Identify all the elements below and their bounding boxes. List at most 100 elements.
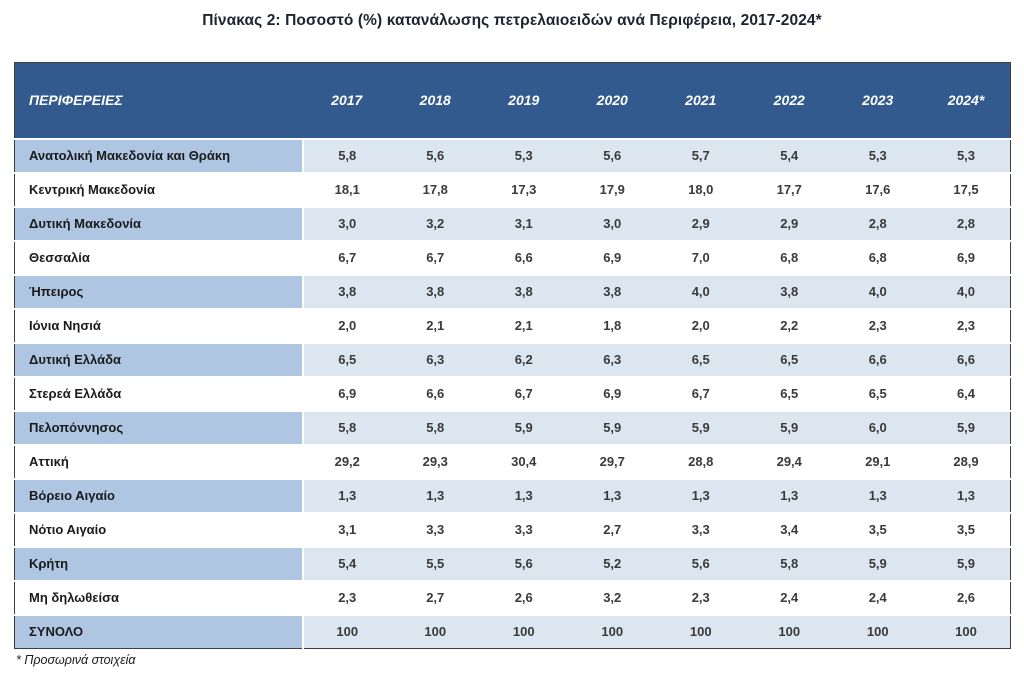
value-cell: 6,2 bbox=[479, 341, 568, 377]
region-cell: Θεσσαλία bbox=[14, 239, 304, 275]
region-cell: Στερεά Ελλάδα bbox=[14, 375, 304, 411]
table-body: Ανατολική Μακεδονία και Θράκη 5,8 5,6 5,3 5,… bbox=[14, 137, 1011, 649]
value-cell: 29,3 bbox=[391, 443, 480, 479]
value-cell: 3,2 bbox=[391, 205, 480, 241]
value-cell: 100 bbox=[302, 613, 391, 649]
value-cell: 6,5 bbox=[833, 375, 922, 411]
header-year-2022: 2022 bbox=[745, 62, 834, 139]
value-cell: 6,9 bbox=[302, 375, 391, 411]
value-cell: 2,0 bbox=[302, 307, 391, 343]
header-year-2018: 2018 bbox=[391, 62, 480, 139]
value-cell: 5,6 bbox=[568, 137, 657, 173]
value-cell: 3,8 bbox=[391, 273, 480, 309]
value-cell: 2,3 bbox=[656, 579, 745, 615]
header-row: ΠΕΡΙΦΕΡΕΙΕΣ 2017 2018 2019 2020 2021 202… bbox=[14, 62, 1011, 139]
table-row: Μη δηλωθείσα 2,3 2,7 2,6 3,2 2,3 2,4 2,4 2,6 bbox=[14, 579, 1011, 615]
header-year-2019: 2019 bbox=[479, 62, 568, 139]
value-cell: 2,3 bbox=[922, 307, 1011, 343]
value-cell: 4,0 bbox=[833, 273, 922, 309]
value-cell: 6,3 bbox=[568, 341, 657, 377]
value-cell: 1,3 bbox=[656, 477, 745, 513]
table-row: Κεντρική Μακεδονία 18,1 17,8 17,3 17,9 18,0 17… bbox=[14, 171, 1011, 207]
region-cell: Κρήτη bbox=[14, 545, 304, 581]
table-row: Θεσσαλία 6,7 6,7 6,6 6,9 7,0 6,8 6,8 6,9 bbox=[14, 239, 1011, 275]
table-row: Αττική 29,2 29,3 30,4 29,7 28,8 29,4 29,1 28,9 bbox=[14, 443, 1011, 479]
header-regions-label: ΠΕΡΙΦΕΡΕΙΕΣ bbox=[14, 62, 303, 139]
value-cell: 3,0 bbox=[302, 205, 391, 241]
value-cell: 5,9 bbox=[479, 409, 568, 445]
value-cell: 5,9 bbox=[833, 545, 922, 581]
value-cell: 100 bbox=[922, 613, 1011, 649]
value-cell: 29,1 bbox=[833, 443, 922, 479]
value-cell: 2,8 bbox=[833, 205, 922, 241]
value-cell: 100 bbox=[745, 613, 834, 649]
header-year-2023: 2023 bbox=[833, 62, 922, 139]
table-row: Ανατολική Μακεδονία και Θράκη 5,8 5,6 5,3 5,… bbox=[14, 137, 1011, 173]
table-row: Ήπειρος 3,8 3,8 3,8 3,8 4,0 3,8 4,0 4,0 bbox=[14, 273, 1011, 309]
consumption-table: ΠΕΡΙΦΕΡΕΙΕΣ 2017 2018 2019 2020 2021 202… bbox=[14, 62, 1011, 649]
value-cell: 2,3 bbox=[833, 307, 922, 343]
value-cell: 100 bbox=[479, 613, 568, 649]
value-cell: 1,3 bbox=[922, 477, 1011, 513]
value-cell: 6,6 bbox=[833, 341, 922, 377]
value-cell: 100 bbox=[568, 613, 657, 649]
value-cell: 6,5 bbox=[302, 341, 391, 377]
value-cell: 18,1 bbox=[302, 171, 391, 207]
value-cell: 5,9 bbox=[568, 409, 657, 445]
value-cell: 1,3 bbox=[833, 477, 922, 513]
region-cell: Ιόνια Νησιά bbox=[14, 307, 304, 343]
value-cell: 5,3 bbox=[479, 137, 568, 173]
region-cell: Αττική bbox=[14, 443, 304, 479]
value-cell: 6,5 bbox=[745, 375, 834, 411]
value-cell: 2,4 bbox=[833, 579, 922, 615]
value-cell: 6,8 bbox=[833, 239, 922, 275]
value-cell: 3,0 bbox=[568, 205, 657, 241]
value-cell: 6,6 bbox=[922, 341, 1011, 377]
value-cell: 2,9 bbox=[745, 205, 834, 241]
value-cell: 3,8 bbox=[745, 273, 834, 309]
value-cell: 5,9 bbox=[922, 545, 1011, 581]
table-row: Νότιο Αιγαίο 3,1 3,3 3,3 2,7 3,3 3,4 3,5 3,5 bbox=[14, 511, 1011, 547]
value-cell: 2,3 bbox=[302, 579, 391, 615]
value-cell: 6,7 bbox=[391, 239, 480, 275]
value-cell: 6,0 bbox=[833, 409, 922, 445]
value-cell: 5,8 bbox=[745, 545, 834, 581]
value-cell: 5,8 bbox=[391, 409, 480, 445]
value-cell: 6,6 bbox=[479, 239, 568, 275]
header-year-2024: 2024* bbox=[922, 62, 1011, 139]
value-cell: 2,1 bbox=[479, 307, 568, 343]
value-cell: 17,8 bbox=[391, 171, 480, 207]
value-cell: 29,2 bbox=[302, 443, 391, 479]
table-row: Πελοπόννησος 5,8 5,8 5,9 5,9 5,9 5,9 6,0 5,9 bbox=[14, 409, 1011, 445]
region-cell: Δυτική Μακεδονία bbox=[14, 205, 304, 241]
value-cell: 29,4 bbox=[745, 443, 834, 479]
value-cell: 28,9 bbox=[922, 443, 1011, 479]
table-row: Ιόνια Νησιά 2,0 2,1 2,1 1,8 2,0 2,2 2,3 2,3 bbox=[14, 307, 1011, 343]
value-cell: 4,0 bbox=[922, 273, 1011, 309]
value-cell: 1,3 bbox=[302, 477, 391, 513]
value-cell: 3,8 bbox=[479, 273, 568, 309]
value-cell: 2,8 bbox=[922, 205, 1011, 241]
value-cell: 1,3 bbox=[745, 477, 834, 513]
value-cell: 3,2 bbox=[568, 579, 657, 615]
region-cell: Πελοπόννησος bbox=[14, 409, 304, 445]
value-cell: 6,9 bbox=[922, 239, 1011, 275]
value-cell: 1,3 bbox=[568, 477, 657, 513]
value-cell: 3,1 bbox=[479, 205, 568, 241]
value-cell: 17,9 bbox=[568, 171, 657, 207]
value-cell: 2,6 bbox=[479, 579, 568, 615]
footnote: * Προσωρινά στοιχεία bbox=[16, 653, 136, 667]
value-cell: 2,2 bbox=[745, 307, 834, 343]
region-cell: Κεντρική Μακεδονία bbox=[14, 171, 304, 207]
value-cell: 3,5 bbox=[922, 511, 1011, 547]
value-cell: 6,8 bbox=[745, 239, 834, 275]
value-cell: 5,3 bbox=[833, 137, 922, 173]
total-row: ΣΥΝΟΛΟ 100 100 100 100 100 100 100 100 bbox=[14, 613, 1011, 649]
value-cell: 7,0 bbox=[656, 239, 745, 275]
value-cell: 5,8 bbox=[302, 137, 391, 173]
value-cell: 2,6 bbox=[922, 579, 1011, 615]
value-cell: 5,4 bbox=[745, 137, 834, 173]
header-year-2017: 2017 bbox=[302, 62, 391, 139]
value-cell: 6,5 bbox=[656, 341, 745, 377]
value-cell: 3,5 bbox=[833, 511, 922, 547]
